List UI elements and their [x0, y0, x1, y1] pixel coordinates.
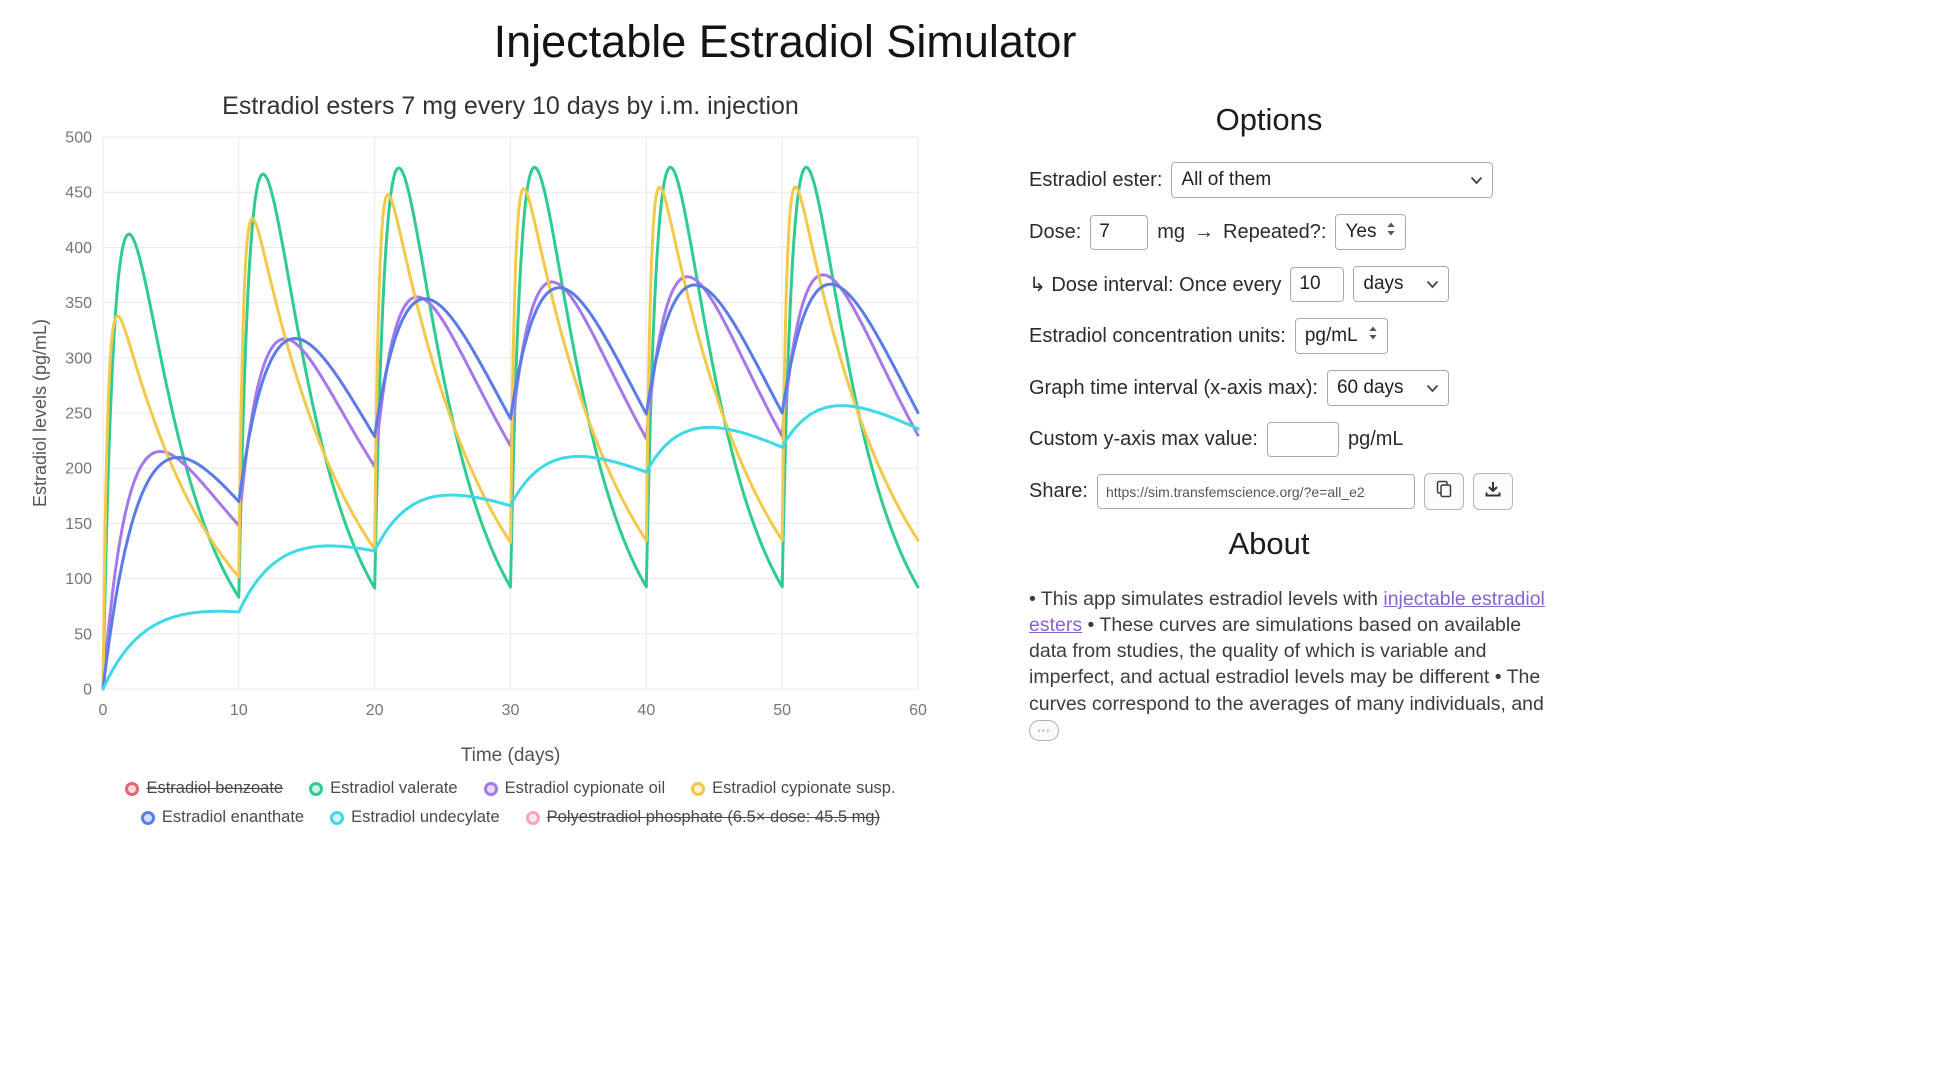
arrow-right-icon: →	[1194, 220, 1215, 243]
download-button[interactable]	[1472, 473, 1513, 510]
svg-text:300: 300	[65, 350, 92, 367]
svg-text:350: 350	[65, 295, 92, 312]
svg-text:0: 0	[99, 702, 108, 719]
interval-unit-value: days	[1363, 273, 1404, 294]
svg-text:100: 100	[65, 571, 92, 588]
about-text-part2: • These curves are simulations based on …	[1029, 614, 1544, 715]
ester-label: Estradiol ester:	[1029, 168, 1163, 191]
ester-select-value: All of them	[1181, 169, 1272, 190]
svg-text:Estradiol levels (pg/mL): Estradiol levels (pg/mL)	[30, 319, 50, 507]
interval-label: ↳ Dose interval: Once every	[1029, 273, 1282, 296]
options-panel: Options Estradiol ester: All of them Dos…	[985, 92, 1545, 743]
up-down-arrows-icon	[1386, 221, 1396, 243]
about-text: • This app simulates estradiol levels wi…	[1029, 586, 1549, 743]
series-color-chip	[309, 781, 324, 796]
page-title: Injectable Estradiol Simulator	[493, 16, 1077, 67]
units-select[interactable]: pg/mL	[1294, 318, 1388, 354]
svg-text:Time (days): Time (days)	[461, 745, 561, 766]
chevron-down-icon	[1426, 273, 1439, 295]
series-color-chip	[125, 781, 140, 796]
dose-unit-label: mg	[1157, 220, 1186, 243]
svg-text:30: 30	[502, 702, 520, 719]
chart-title: Estradiol esters 7 mg every 10 days by i…	[222, 92, 799, 120]
svg-text:50: 50	[74, 626, 92, 643]
svg-text:450: 450	[65, 185, 92, 202]
ymax-input[interactable]	[1266, 422, 1339, 457]
legend-item[interactable]: Estradiol cypionate susp.	[691, 779, 896, 798]
share-label: Share:	[1029, 480, 1088, 502]
legend-item[interactable]: Polyestradiol phosphate (6.5× dose: 45.5…	[525, 808, 881, 827]
chart-panel: Estradiol esters 7 mg every 10 days by i…	[0, 92, 985, 837]
dose-label: Dose:	[1029, 220, 1082, 243]
interval-input[interactable]	[1290, 266, 1345, 302]
series-color-chip	[691, 781, 706, 796]
dose-input[interactable]	[1090, 214, 1149, 250]
copy-icon	[1434, 479, 1453, 504]
legend-row: Estradiol benzoate Estradiol valerate Estr…	[103, 779, 918, 798]
svg-text:500: 500	[65, 130, 92, 147]
chevron-down-icon	[1470, 169, 1483, 191]
legend-row: Estradiol enanthate Estradiol undecylate P…	[103, 808, 918, 827]
ymax-row: Custom y-axis max value: pg/mL	[1029, 422, 1525, 457]
interval-unit-select[interactable]: days	[1353, 266, 1450, 302]
about-heading: About	[1228, 526, 1310, 561]
interval-row: ↳ Dose interval: Once every days	[1029, 266, 1525, 302]
repeated-select[interactable]: Yes	[1335, 214, 1407, 250]
up-down-arrows-icon	[1368, 325, 1378, 347]
ester-row: Estradiol ester: All of them	[1029, 162, 1525, 198]
series-color-chip	[330, 810, 345, 825]
legend-label: Estradiol cypionate susp.	[712, 779, 896, 797]
units-row: Estradiol concentration units: pg/mL	[1029, 318, 1525, 354]
repeated-label: Repeated?:	[1223, 220, 1327, 243]
graph-interval-select[interactable]: 60 days	[1326, 370, 1449, 406]
svg-text:400: 400	[65, 240, 92, 257]
dose-row: Dose: mg → Repeated?: Yes	[1029, 214, 1525, 250]
svg-text:250: 250	[65, 406, 92, 423]
expand-about-button[interactable]: ⋯	[1029, 719, 1059, 741]
units-label: Estradiol concentration units:	[1029, 324, 1286, 347]
graph-interval-row: Graph time interval (x-axis max): 60 day…	[1029, 370, 1525, 406]
svg-text:50: 50	[773, 702, 791, 719]
legend-label: Estradiol enanthate	[161, 808, 305, 826]
download-icon	[1484, 480, 1502, 504]
svg-text:150: 150	[65, 516, 92, 533]
graph-interval-value: 60 days	[1336, 377, 1404, 398]
series-color-chip	[525, 810, 540, 825]
units-select-value: pg/mL	[1304, 325, 1358, 346]
legend-item[interactable]: Estradiol cypionate oil	[483, 779, 666, 798]
legend-item[interactable]: Estradiol enanthate	[140, 808, 305, 827]
legend-label: Estradiol valerate	[330, 779, 458, 797]
legend-item[interactable]: Estradiol benzoate	[125, 779, 283, 798]
options-heading: Options	[1215, 102, 1323, 137]
ymax-unit-label: pg/mL	[1347, 428, 1404, 450]
series-color-chip	[483, 781, 498, 796]
svg-text:40: 40	[637, 702, 655, 719]
ymax-label: Custom y-axis max value:	[1029, 428, 1258, 450]
chart-legend: Estradiol benzoate Estradiol valerate Estr…	[103, 779, 918, 827]
app: Injectable Estradiol Simulator Estradiol…	[0, 16, 1570, 837]
graph-interval-label: Graph time interval (x-axis max):	[1029, 376, 1318, 399]
about-text-part1: • This app simulates estradiol levels wi…	[1029, 588, 1384, 610]
svg-text:20: 20	[366, 702, 384, 719]
share-url-input[interactable]	[1096, 474, 1415, 509]
legend-item[interactable]: Estradiol valerate	[309, 779, 458, 798]
legend-label: Estradiol undecylate	[351, 808, 500, 826]
legend-label: Polyestradiol phosphate (6.5× dose: 45.5…	[546, 808, 881, 826]
repeated-select-value: Yes	[1345, 221, 1377, 242]
svg-text:0: 0	[83, 682, 92, 699]
ester-select[interactable]: All of them	[1171, 162, 1494, 198]
legend-label: Estradiol benzoate	[146, 779, 284, 797]
svg-text:10: 10	[230, 702, 248, 719]
share-row: Share:	[1029, 473, 1525, 510]
main-content: Estradiol esters 7 mg every 10 days by i…	[0, 92, 1570, 837]
series-color-chip	[140, 810, 155, 825]
copy-link-button[interactable]	[1423, 473, 1464, 510]
injectable-esters-link[interactable]: injectable estradiol esters	[1029, 588, 1545, 637]
legend-label: Estradiol cypionate oil	[504, 779, 666, 797]
legend-item[interactable]: Estradiol undecylate	[330, 808, 500, 827]
svg-text:60: 60	[909, 702, 927, 719]
estradiol-levels-chart[interactable]: 0 50 100 150 200 250 300 350 400 450 500 0 10 20 30 40 5…	[28, 127, 933, 777]
chevron-down-icon	[1426, 377, 1439, 399]
svg-text:200: 200	[65, 461, 92, 478]
